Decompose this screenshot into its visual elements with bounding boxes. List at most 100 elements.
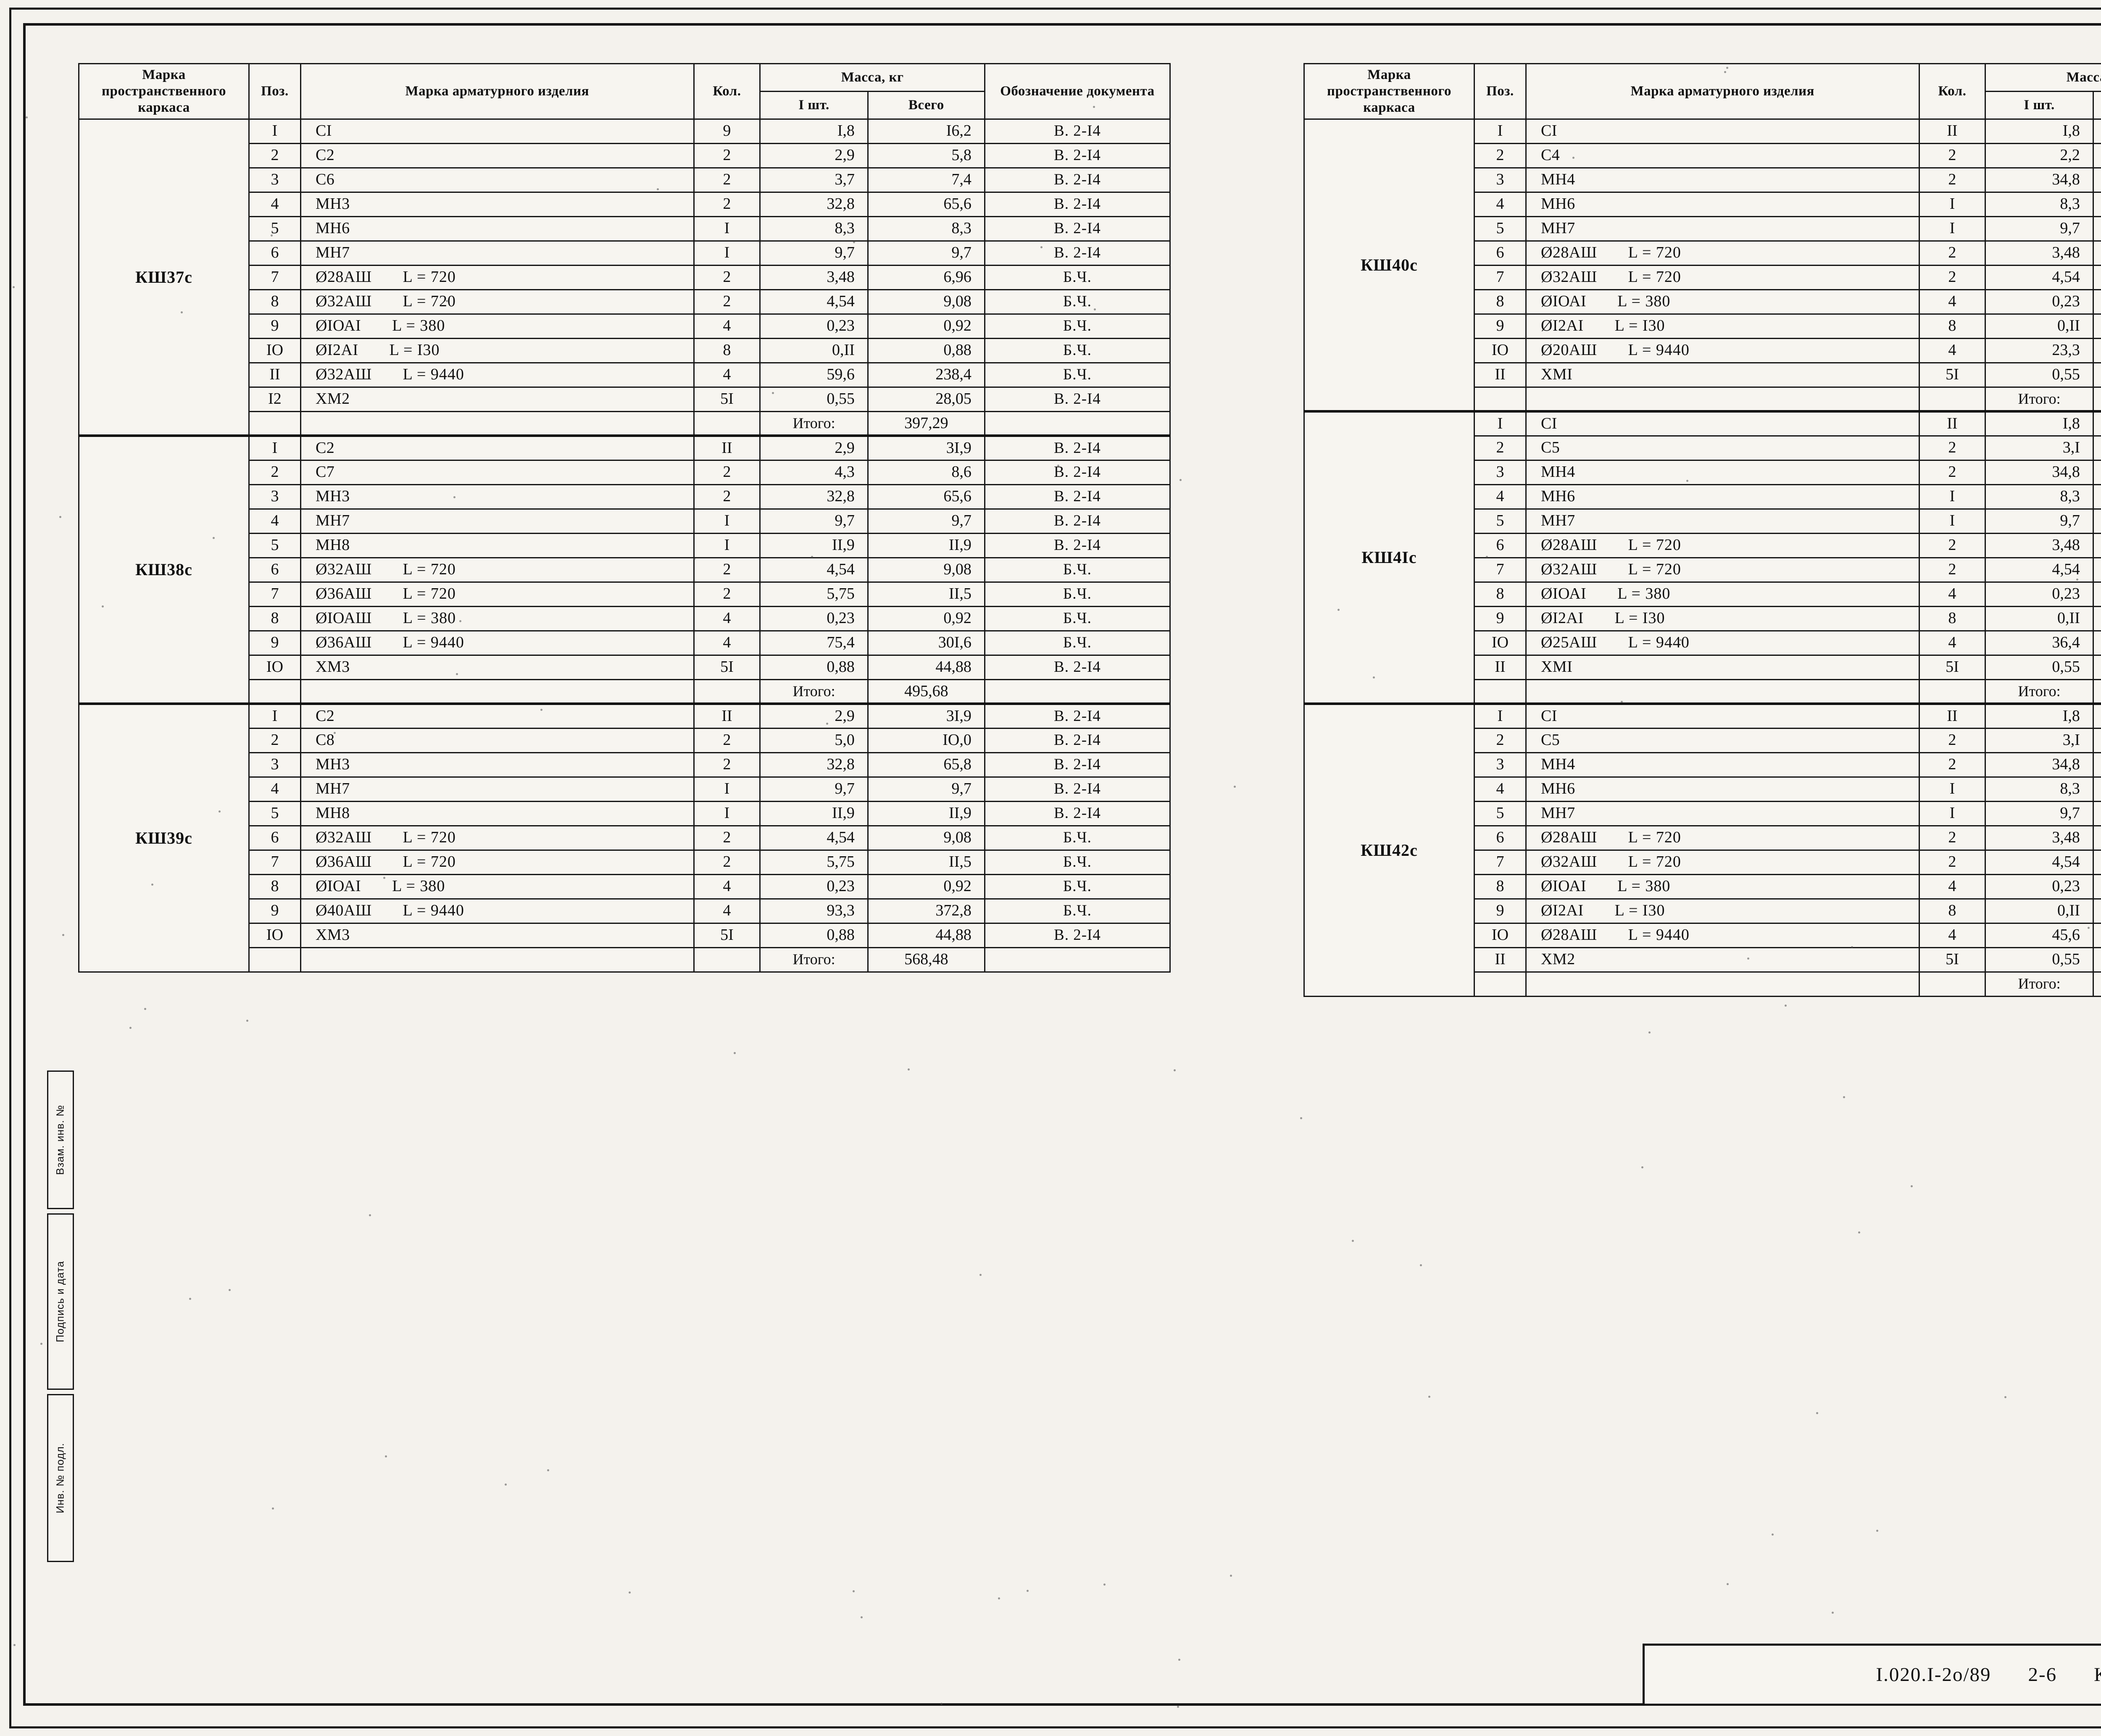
cell-mass-one: 0,23 — [760, 314, 868, 338]
cell-article: С7 — [300, 460, 694, 484]
cell-mass-total: 9,7 — [2093, 801, 2101, 826]
table-row: КШ40сIСIIII,8I9,8В. 2-I4 — [1304, 119, 2101, 143]
cell-mass-total: I45,6 — [2093, 631, 2101, 655]
cell-article-length: L = 380 — [1617, 293, 1670, 310]
cell-mass-one: 45,6 — [1985, 923, 2093, 947]
cell-position: 9 — [249, 899, 301, 923]
cell-mass-one: 32,8 — [760, 192, 868, 216]
scan-speck — [62, 934, 64, 936]
cell-article-length: L = 720 — [1628, 561, 1681, 578]
cell-article: МН3 — [300, 752, 694, 777]
cell-position: 5 — [1474, 509, 1526, 533]
total-value: 34I,89 — [2093, 972, 2101, 996]
cell-article: Ø32АШ L = 720 — [300, 289, 694, 314]
cell-empty — [985, 679, 1170, 704]
cell-quantity: I — [694, 216, 760, 241]
cell-article: С4 — [1526, 143, 1919, 168]
cell-mass-total: 6,96 — [2093, 826, 2101, 850]
cell-position: I — [1474, 704, 1526, 728]
cell-mass-total: 30I,6 — [868, 631, 985, 655]
cell-document: В. 2-I4 — [985, 460, 1170, 484]
cell-document: Б.Ч. — [985, 606, 1170, 631]
cell-mass-total: 9,08 — [2093, 558, 2101, 582]
cell-mass-total: 9,7 — [2093, 509, 2101, 533]
cell-position: 8 — [1474, 582, 1526, 606]
cell-article: ХМ2 — [1526, 947, 1919, 972]
scan-speck — [272, 1507, 274, 1510]
drawing-sheet: 55 I.020.I-2о/89 В. 2-5 ч.I Взам. инв. №… — [0, 0, 2101, 1736]
cell-article: ØI2АI L = I30 — [300, 338, 694, 363]
cell-quantity: 4 — [694, 606, 760, 631]
cell-mass-total: 238,4 — [868, 363, 985, 387]
cell-mass-one: 0,II — [1985, 606, 2093, 631]
cell-position: 9 — [1474, 314, 1526, 338]
scan-speck — [102, 605, 104, 608]
cell-article-length: L = 9440 — [403, 366, 464, 383]
cell-position: 2 — [1474, 436, 1526, 460]
cell-mass-one: 8,3 — [1985, 777, 2093, 801]
frame-mark-cell: КШ39с — [79, 704, 249, 972]
cell-quantity: 5I — [694, 655, 760, 679]
cell-quantity: II — [694, 436, 760, 460]
cell-mass-total: 9,08 — [868, 826, 985, 850]
cell-article: СI — [1526, 704, 1919, 728]
frame-mark-cell: КШ40с — [1304, 119, 1474, 411]
cell-position: IО — [1474, 338, 1526, 363]
cell-article: С2 — [300, 143, 694, 168]
cell-article-length: L = 720 — [403, 561, 456, 578]
scan-speck — [1093, 106, 1095, 108]
cell-article: СI — [1526, 119, 1919, 143]
frame-mark-cell: КШ37с — [79, 119, 249, 436]
cell-article: СI — [300, 119, 694, 143]
cell-quantity: 2 — [694, 826, 760, 850]
cell-quantity: 2 — [1919, 143, 1985, 168]
cell-empty — [300, 679, 694, 704]
cell-mass-one: 0,88 — [760, 923, 868, 947]
cell-mass-total: 0,88 — [2093, 606, 2101, 631]
cell-quantity: 8 — [1919, 899, 1985, 923]
cell-quantity: 2 — [1919, 168, 1985, 192]
cell-article: МН8 — [300, 533, 694, 558]
scan-speck — [1621, 701, 1623, 703]
cell-document: Б.Ч. — [985, 826, 1170, 850]
cell-article: ØIОАI L = 380 — [1526, 874, 1919, 899]
cell-quantity: 2 — [694, 168, 760, 192]
cell-mass-one: 34,8 — [1985, 460, 2093, 484]
cell-quantity: 8 — [1919, 314, 1985, 338]
cell-mass-total: 65,6 — [868, 192, 985, 216]
cell-article: МН6 — [1526, 484, 1919, 509]
total-label: Итого: — [1985, 972, 2093, 996]
scan-speck — [459, 620, 461, 622]
cell-empty — [249, 947, 301, 972]
cell-position: 9 — [1474, 606, 1526, 631]
cell-mass-total: 9,08 — [2093, 265, 2101, 289]
cell-article-length: L = 720 — [1628, 537, 1681, 554]
cell-document: В. 2-I4 — [985, 533, 1170, 558]
cell-mass-total: 5,8 — [868, 143, 985, 168]
cell-mass-one: 23,3 — [1985, 338, 2093, 363]
cell-position: II — [1474, 363, 1526, 387]
cell-mass-one: 59,6 — [760, 363, 868, 387]
cell-position: II — [1474, 655, 1526, 679]
cell-article: Ø25АШ L = 9440 — [1526, 631, 1919, 655]
left-table-body: КШ37с I СI 9 I,8 I6,2 В. 2-I4 2 С2 2 2,9 5,8 В. 2-I4… — [79, 119, 1170, 972]
cell-article-length: L = 720 — [1628, 829, 1681, 846]
cell-quantity: 2 — [1919, 850, 1985, 874]
cell-article-length: L = 380 — [392, 878, 445, 895]
cell-document: Б.Ч. — [985, 363, 1170, 387]
scan-speck — [1832, 1612, 1834, 1614]
cell-article: ØIОАI L = 380 — [1526, 582, 1919, 606]
cell-mass-total: 9,7 — [868, 777, 985, 801]
cell-article-length: L = 720 — [403, 269, 456, 286]
cell-mass-one: 5,0 — [760, 728, 868, 752]
cell-quantity: 4 — [694, 363, 760, 387]
cell-mass-one: 9,7 — [1985, 216, 2093, 241]
scan-speck — [1816, 1412, 1818, 1414]
cell-position: 2 — [1474, 728, 1526, 752]
cell-mass-total: 6,96 — [868, 265, 985, 289]
cell-quantity: 8 — [694, 338, 760, 363]
cell-article: Ø32АШ L = 720 — [300, 826, 694, 850]
cell-quantity: 2 — [694, 143, 760, 168]
cell-position: IО — [1474, 631, 1526, 655]
scan-speck — [940, 1703, 943, 1705]
